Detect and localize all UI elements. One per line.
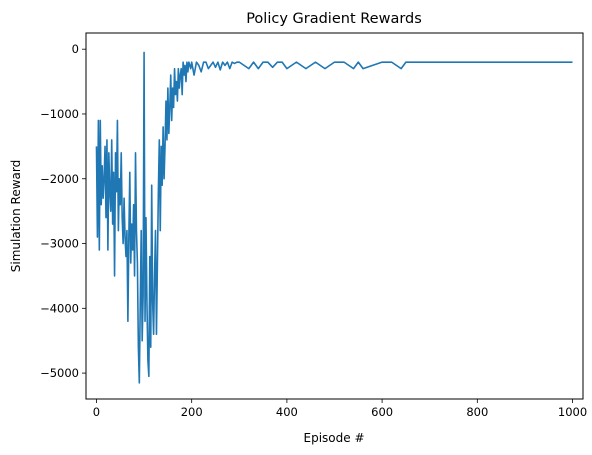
x-tick-label: 200 bbox=[181, 405, 203, 419]
y-tick-label: 0 bbox=[72, 42, 79, 56]
y-axis: 0 −1000 −2000 −3000 −4000 −5000 bbox=[40, 42, 86, 380]
x-axis-label: Episode # bbox=[304, 431, 365, 445]
x-axis: 0 200 400 600 800 1000 bbox=[93, 399, 587, 419]
plot-frame bbox=[85, 32, 584, 400]
y-tick-label: −2000 bbox=[40, 172, 79, 186]
x-tick-label: 400 bbox=[276, 405, 298, 419]
series-line-0 bbox=[95, 51, 573, 384]
chart-title: Policy Gradient Rewards bbox=[246, 11, 422, 27]
y-tick-label: −1000 bbox=[40, 107, 79, 121]
y-tick-label: −3000 bbox=[40, 237, 79, 251]
x-tick-label: 0 bbox=[93, 405, 100, 419]
x-tick-label: 600 bbox=[371, 405, 393, 419]
y-axis-label: Simulation Reward bbox=[9, 160, 23, 272]
x-tick-label: 800 bbox=[466, 405, 488, 419]
y-tick-label: −5000 bbox=[40, 366, 79, 380]
plot-series bbox=[95, 51, 573, 384]
y-tick-label: −4000 bbox=[40, 301, 79, 315]
x-tick-label: 1000 bbox=[558, 405, 587, 419]
